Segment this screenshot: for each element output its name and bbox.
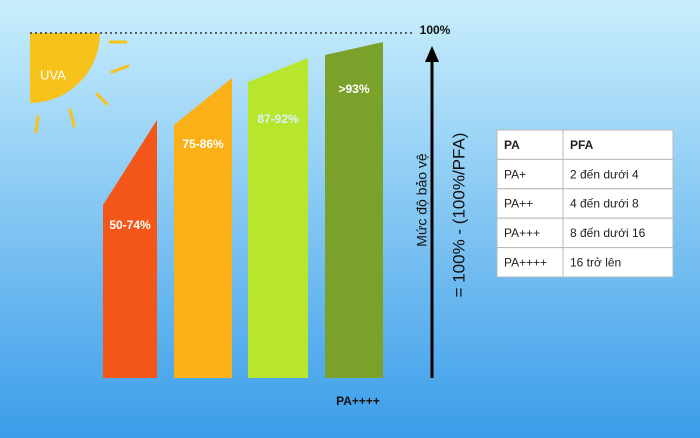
sun [30, 33, 100, 103]
bottom-label: PA++++ [336, 394, 380, 408]
table-cell [496, 158, 564, 190]
axis-label: Mức độ bảo vệ [414, 153, 430, 247]
sun-label: UVA [40, 67, 66, 82]
table-cell [562, 217, 674, 249]
bar-label: 75-86% [182, 137, 224, 151]
table-text: PA+++ [504, 226, 540, 240]
arrowhead [425, 46, 439, 62]
table-cell [562, 247, 674, 278]
bar [174, 78, 232, 378]
table-text: 2 đến dưới 4 [570, 167, 639, 181]
table-text: 8 đến dưới 16 [570, 226, 646, 240]
bar-label: 87-92% [257, 112, 299, 126]
sun-rays [34, 40, 130, 134]
table-cell [562, 129, 674, 160]
bar [325, 42, 383, 378]
table-cell [496, 247, 564, 278]
bar [248, 58, 308, 378]
bar-label: >93% [338, 82, 369, 96]
table-text: PA++++ [504, 255, 547, 269]
table-text: 16 trở lên [570, 255, 621, 269]
table-cell [562, 158, 674, 190]
top-label: 100% [420, 23, 451, 37]
table-text: 4 đến dưới 8 [570, 197, 639, 211]
table-cell [496, 129, 564, 160]
table-text: PA++ [504, 197, 533, 211]
table-text: PA+ [504, 167, 526, 181]
table: PA PFA PA+ 2 đến dưới 4 PA++ 4 đến dưới 8 PA++… [496, 129, 674, 278]
bar-label: 50-74% [109, 218, 151, 232]
bar [103, 120, 157, 378]
formula: = 100% - (100%/PFA) [449, 133, 468, 298]
table-header: PA [504, 138, 520, 152]
table-header: PFA [570, 138, 594, 152]
